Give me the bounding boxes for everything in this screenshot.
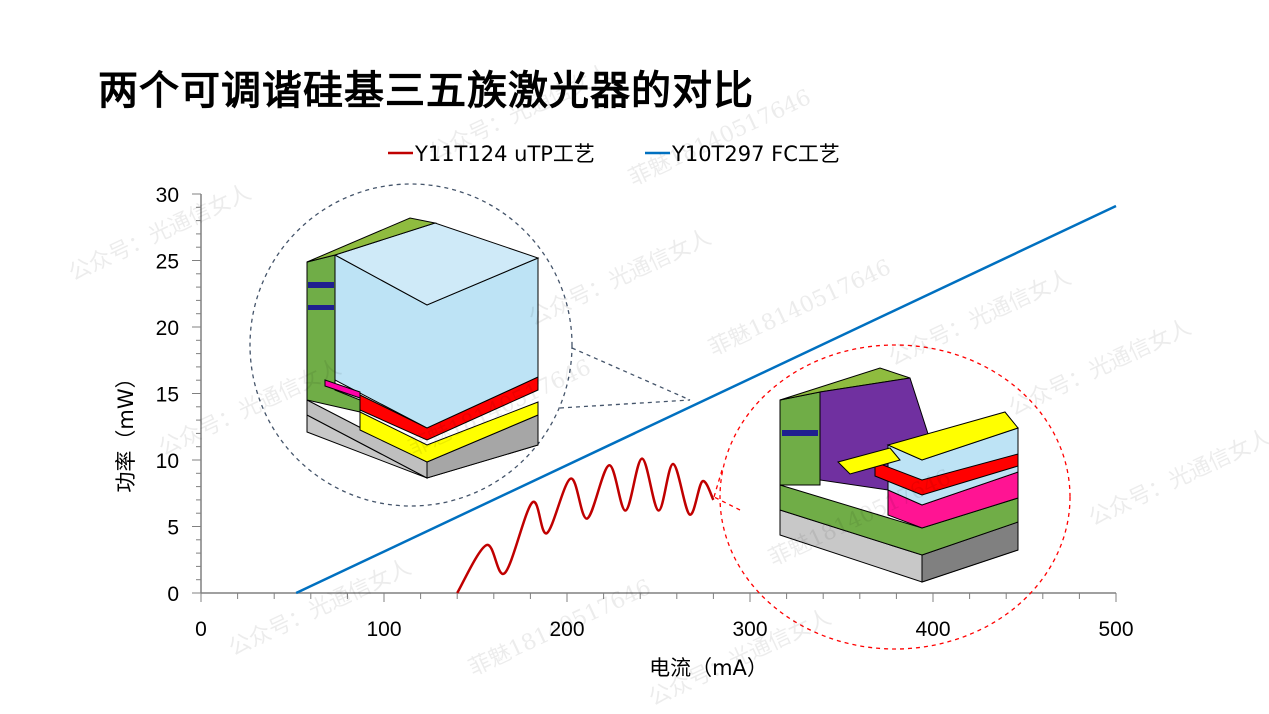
y-axis-label: 功率（mW） xyxy=(114,367,138,492)
callout-line xyxy=(571,347,691,401)
legend: Y11T124 uTP工艺 Y10T297 FC工艺 xyxy=(388,142,840,166)
series-line-0 xyxy=(456,457,715,594)
callout-line xyxy=(713,469,723,498)
inset-circle-right xyxy=(719,344,1071,650)
y-tick-label: 15 xyxy=(156,384,179,407)
y-tick-label: 25 xyxy=(156,251,179,274)
y-tick-label: 30 xyxy=(156,184,179,207)
y-tick-label: 20 xyxy=(156,317,179,340)
x-tick-label: 0 xyxy=(195,618,207,641)
x-tick-label: 200 xyxy=(549,618,584,641)
series xyxy=(295,204,1117,595)
page-title: 两个可调谐硅基三五族激光器的对比 xyxy=(98,68,754,114)
x-tick-label: 100 xyxy=(366,618,401,641)
x-tick-label: 300 xyxy=(732,618,767,641)
utp-device-inset xyxy=(249,183,691,507)
series-line-1 xyxy=(295,204,1117,595)
inset-circle-left xyxy=(249,183,573,507)
y-tick-label: 0 xyxy=(167,583,179,606)
callout-line xyxy=(559,399,691,409)
device-insets xyxy=(249,183,1071,650)
fc-device-inset xyxy=(713,344,1071,650)
callout-line xyxy=(713,496,741,511)
legend-label-1: Y10T297 FC工艺 xyxy=(671,142,840,166)
x-tick-label: 500 xyxy=(1098,618,1133,641)
axes: 0 100 200 300 400 500 0 5 10 15 20 25 30 电流（mA） 功率（mW） xyxy=(114,184,1134,680)
x-tick-label: 400 xyxy=(915,618,950,641)
x-axis-label: 电流（mA） xyxy=(649,656,768,680)
y-tick-label: 5 xyxy=(167,517,179,540)
legend-label-0: Y11T124 uTP工艺 xyxy=(414,142,595,166)
y-tick-label: 10 xyxy=(156,450,179,473)
